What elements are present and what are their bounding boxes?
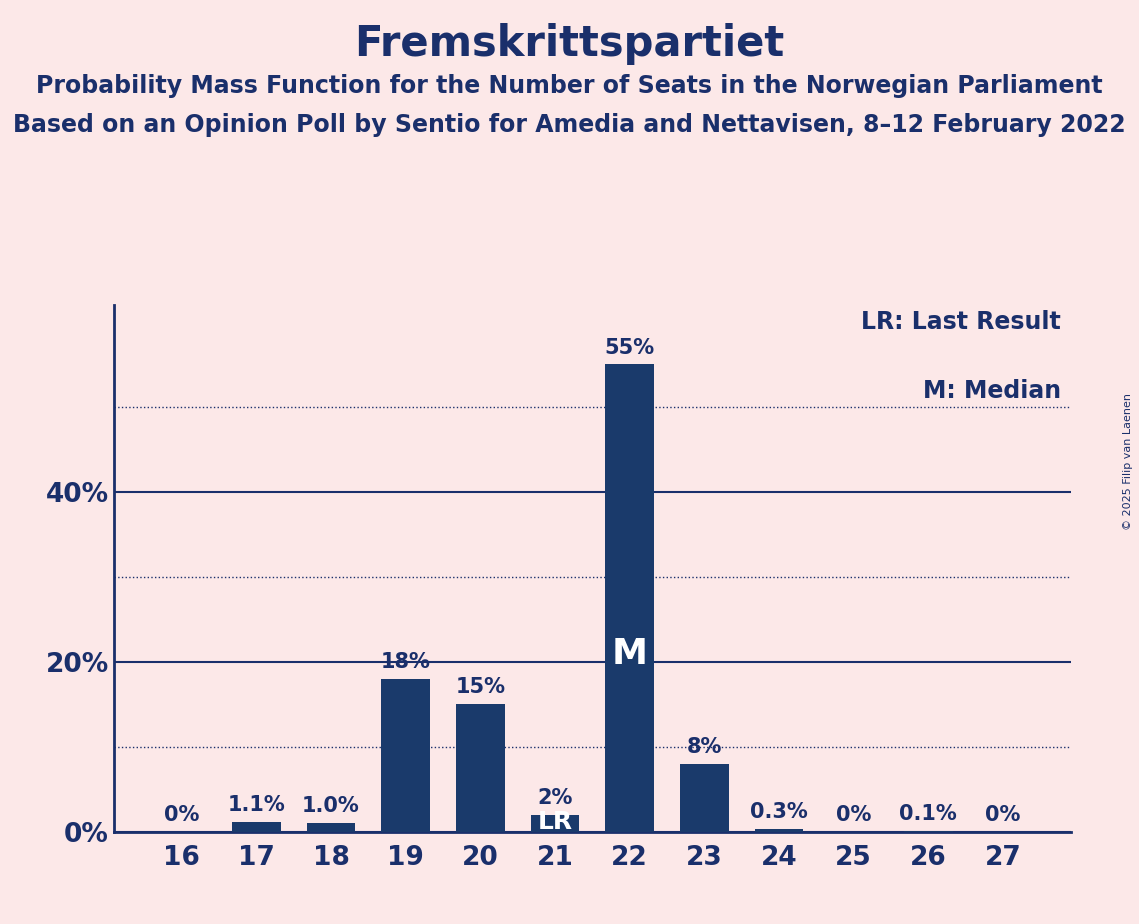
Text: 18%: 18% [380,652,431,672]
Text: 1.0%: 1.0% [302,796,360,816]
Text: Fremskrittspartiet: Fremskrittspartiet [354,23,785,65]
Bar [456,704,505,832]
Text: 0.3%: 0.3% [751,802,808,822]
Text: Based on an Opinion Poll by Sentio for Amedia and Nettavisen, 8–12 February 2022: Based on an Opinion Poll by Sentio for A… [14,113,1125,137]
Bar [755,829,803,832]
Text: 2%: 2% [538,788,573,808]
Text: 55%: 55% [605,337,655,358]
Text: 0.1%: 0.1% [900,804,957,824]
Bar [382,679,429,832]
Text: 8%: 8% [687,736,722,757]
Bar [605,364,654,832]
Text: Probability Mass Function for the Number of Seats in the Norwegian Parliament: Probability Mass Function for the Number… [36,74,1103,98]
Text: 0%: 0% [985,805,1021,825]
Text: © 2025 Filip van Laenen: © 2025 Filip van Laenen [1123,394,1133,530]
Bar [680,763,729,832]
Text: 0%: 0% [164,805,199,825]
Bar [232,822,280,832]
Text: LR: LR [538,810,573,834]
Text: 1.1%: 1.1% [228,796,285,816]
Text: M: M [612,637,648,671]
Bar [306,823,355,832]
Text: M: Median: M: Median [923,379,1062,403]
Bar [531,815,580,832]
Text: 15%: 15% [456,677,506,698]
Text: 0%: 0% [836,805,871,825]
Text: LR: Last Result: LR: Last Result [861,310,1062,334]
